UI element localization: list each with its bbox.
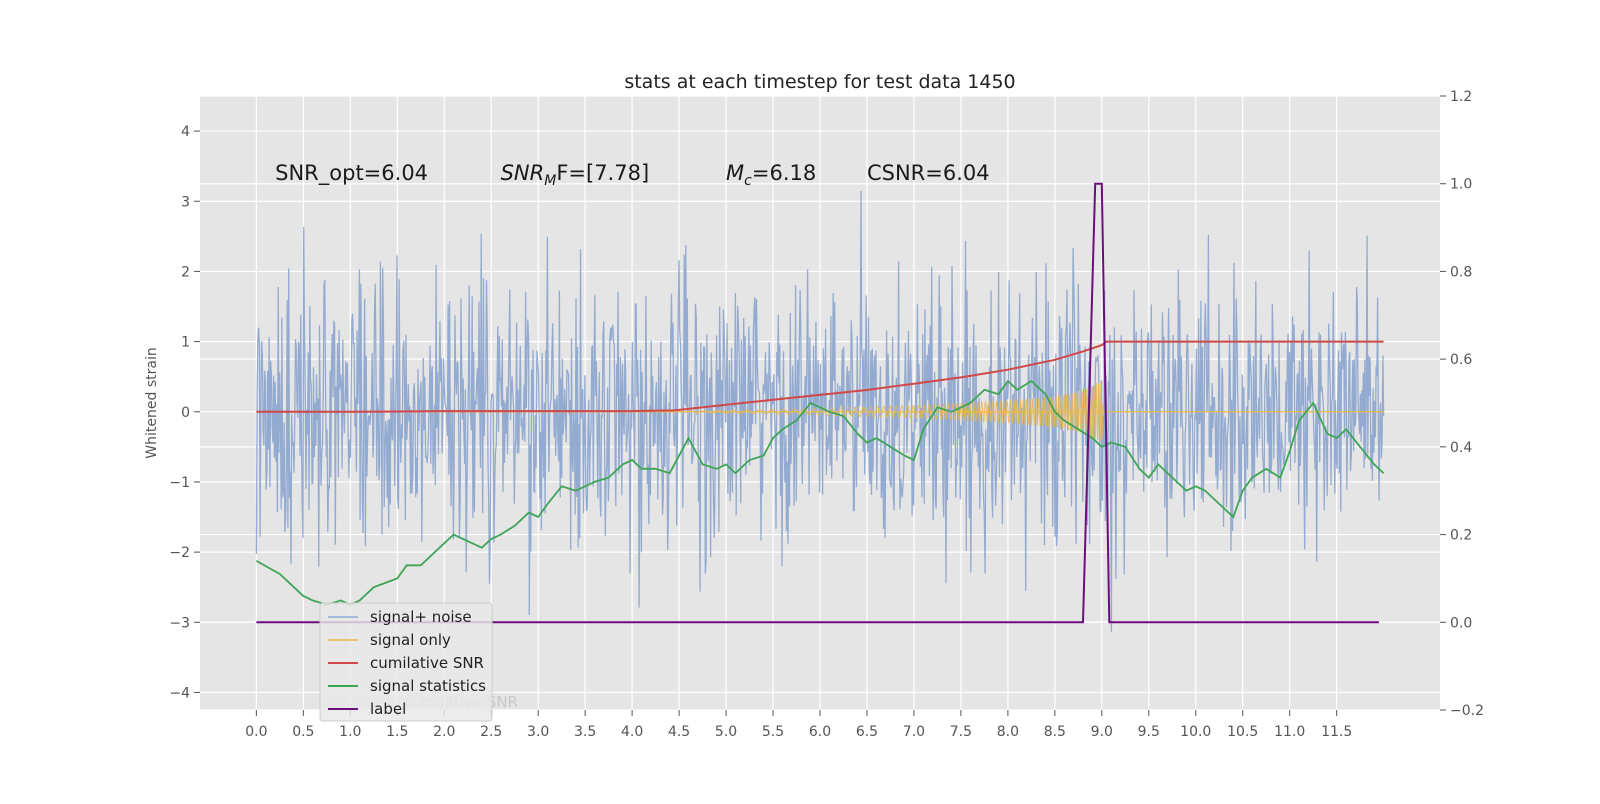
x-tick-label: 1.0 xyxy=(339,724,361,740)
x-tick-label: 2.5 xyxy=(480,724,502,740)
x-tick-label: 7.0 xyxy=(903,724,925,740)
annotation-sub: M xyxy=(544,173,556,189)
series-cumulative-snr-line xyxy=(256,340,1384,413)
x-tick-label: 3.5 xyxy=(574,724,596,740)
x-tick-label: 0.5 xyxy=(292,724,314,740)
y-tick-label: 1 xyxy=(181,335,190,351)
x-tick-label: 10.0 xyxy=(1180,724,1211,740)
chart-title: stats at each timestep for test data 145… xyxy=(624,71,1015,93)
y-tick-label: 2 xyxy=(181,264,190,280)
x-tick-label: 5.0 xyxy=(715,724,737,740)
series-label-line xyxy=(256,182,1379,624)
x-tick-label: 11.0 xyxy=(1274,724,1305,740)
series-signal-noise-line xyxy=(255,190,1385,632)
annotation-base: SNR xyxy=(501,161,545,185)
annotation-0: SNR_opt=6.04 xyxy=(275,161,428,186)
series-signal-only-chirp xyxy=(669,380,1105,443)
legend-label: signal statistics xyxy=(370,677,486,695)
y2-tick-label: 0.8 xyxy=(1450,264,1472,280)
annotation-3: CSNR=6.04 xyxy=(867,161,990,185)
y-axis-label: Whitened strain xyxy=(144,347,160,458)
y2-tick-label: 0.2 xyxy=(1450,528,1472,544)
x-tick-label: 6.0 xyxy=(809,724,831,740)
y2-tick-label: 0.4 xyxy=(1450,440,1472,456)
y-tick-label: 0 xyxy=(181,405,190,421)
legend-label: signal only xyxy=(370,631,451,649)
annotation-1: SNRMF=[7.78] xyxy=(501,161,650,189)
legend-box xyxy=(319,602,493,722)
x-tick-label: 5.5 xyxy=(762,724,784,740)
annotation-base: M xyxy=(726,161,744,185)
y2-tick-label: 1.0 xyxy=(1450,177,1472,193)
annotations: SNR_opt=6.04 SNRMF=[7.78] Mc=6.18 CSNR=6.04 xyxy=(275,161,989,189)
x-tick-label: 9.5 xyxy=(1138,724,1160,740)
annotation-2: Mc=6.18 xyxy=(726,161,816,189)
x-tick-label: 11.5 xyxy=(1321,724,1352,740)
x-tick-label: 8.5 xyxy=(1044,724,1066,740)
annotation-after: F=[7.78] xyxy=(556,161,649,185)
legend-label: cumilative SNR xyxy=(370,654,484,672)
y2-tick-label: 0.0 xyxy=(1450,615,1472,631)
y-tick-label: −3 xyxy=(169,615,190,631)
x-tick-label: 4.0 xyxy=(621,724,643,740)
annotation-sub: c xyxy=(744,173,752,189)
x-tick-label: 4.5 xyxy=(668,724,690,740)
x-tick-label: 1.5 xyxy=(386,724,408,740)
y2-tick-label: 0.6 xyxy=(1450,352,1472,368)
x-tick-label: 6.5 xyxy=(856,724,878,740)
x-tick-label: 8.0 xyxy=(997,724,1019,740)
x-tick-label: 7.5 xyxy=(950,724,972,740)
legend-label: signal+ noise xyxy=(370,608,472,626)
data-series xyxy=(255,182,1385,632)
x-tick-label: 10.5 xyxy=(1227,724,1258,740)
y-tick-label: −4 xyxy=(169,685,190,701)
x-tick-label: 2.0 xyxy=(433,724,455,740)
y2-tick-label: −0.2 xyxy=(1450,703,1484,719)
x-tick-label: 0.0 xyxy=(245,724,267,740)
y-tick-label: 4 xyxy=(181,124,190,140)
axes: 0.0 0.5 1.0 1.5 2.0 2.5 3.0 3.5 4.0 4.5 5.0 5.5 6.0 6… xyxy=(169,89,1484,740)
x-tick-label: 3.0 xyxy=(527,724,549,740)
y2-tick-label: 1.2 xyxy=(1450,89,1472,105)
x-tick-label: 9.0 xyxy=(1091,724,1113,740)
series-signal-statistics-line xyxy=(255,379,1385,606)
y-tick-label: 3 xyxy=(181,194,190,210)
legend-label: label xyxy=(370,700,406,718)
y-tick-label: −1 xyxy=(169,475,190,491)
y-tick-label: −2 xyxy=(169,545,190,561)
annotation-after: =6.18 xyxy=(752,161,816,185)
